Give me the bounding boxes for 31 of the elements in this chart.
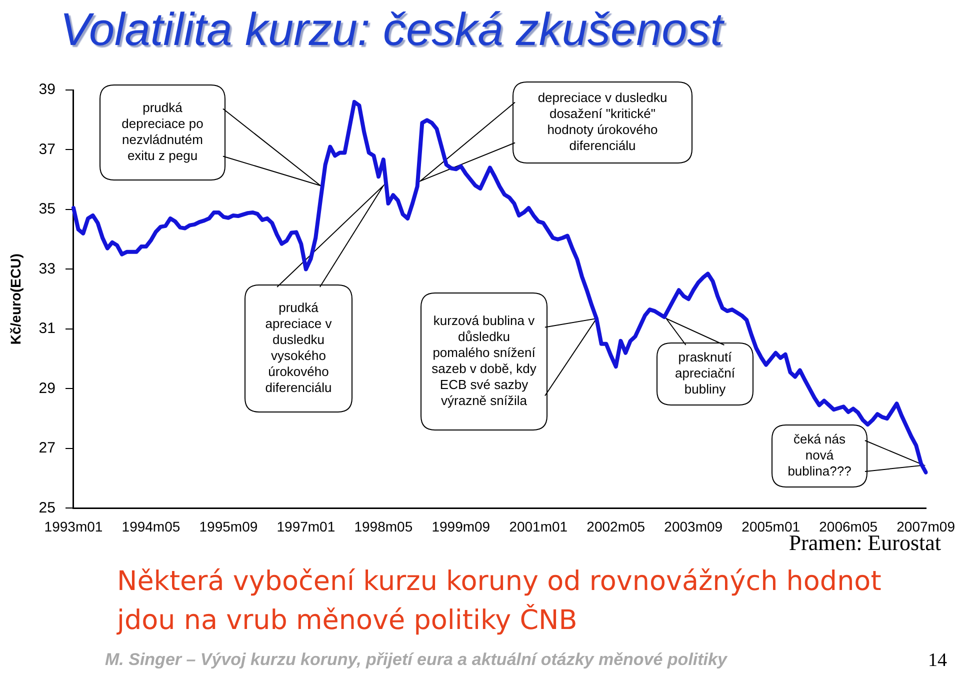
x-tick-label: 2002m05 bbox=[586, 518, 646, 534]
y-tick-label: 27 bbox=[38, 440, 56, 457]
text: Některá vybočení kurzu koruny od rovnovážných hodnot jdou na vrub měnové politiky ČNB bbox=[117, 565, 882, 638]
y-tick-label: 29 bbox=[38, 380, 56, 397]
annotation: kurzová bublina v důsledku pomalého snížení sazeb v době, kdy ECB své sazby výrazně snížila bbox=[432, 313, 537, 408]
annotation: prudká depreciace po nezvládnutém exitu z pegu bbox=[122, 100, 204, 164]
x-tick-label: 1998m05 bbox=[354, 518, 413, 534]
y-tick-label: 39 bbox=[38, 81, 56, 98]
x-tick-label: 2007m09 bbox=[896, 518, 956, 534]
annotation: depreciace v dusledku dosažení "kritické" hodnoty úrokového diferenciálu bbox=[538, 90, 668, 154]
annotation: prudká apreciace v dusledku vysokého úrokového diferenciálu bbox=[265, 300, 332, 396]
x-tick-label: 1995m09 bbox=[199, 518, 258, 534]
text: 14 bbox=[928, 650, 947, 672]
x-tick-label: 2001m01 bbox=[509, 518, 568, 534]
chart-title: Volatilita kurzu: česká zkušenost bbox=[60, 2, 724, 56]
y-tick-label: 31 bbox=[38, 320, 56, 338]
x-tick-label: 2003m09 bbox=[664, 518, 723, 534]
x-tick-label: 2005m01 bbox=[742, 518, 800, 534]
annotation: prasknutí apreciační bubliny bbox=[675, 350, 736, 397]
y-tick-label: 37 bbox=[38, 140, 56, 158]
text: M. Singer – Vývoj kurzu koruny, přijetí eura a aktuální otázky měnové politiky bbox=[105, 650, 727, 670]
y-tick-label: 25 bbox=[38, 499, 56, 516]
x-tick-label: 1994m05 bbox=[122, 518, 180, 534]
y-tick-label: 35 bbox=[38, 200, 56, 218]
y-tick-label: 33 bbox=[38, 260, 56, 278]
annotation: čeká nás nová bublina??? bbox=[788, 432, 852, 479]
x-tick-label: 1999m09 bbox=[432, 518, 490, 534]
x-tick-label: 1993m01 bbox=[44, 518, 103, 534]
y-axis-title: Kč/euro(ECU) bbox=[7, 254, 24, 345]
x-tick-label: 1997m01 bbox=[276, 518, 336, 534]
x-tick-label: 2006m05 bbox=[819, 518, 878, 534]
